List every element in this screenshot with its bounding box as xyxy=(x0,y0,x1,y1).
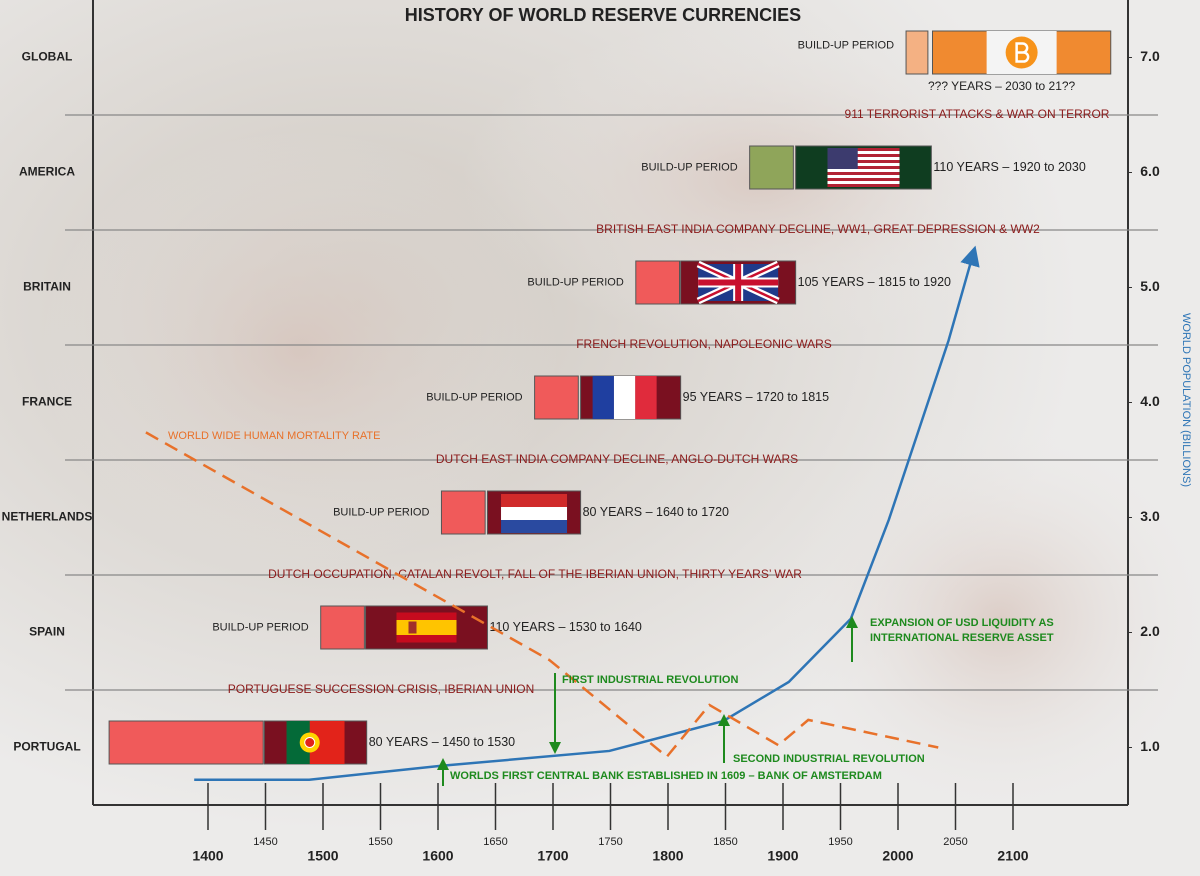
event-label: PORTUGUESE SUCCESSION CRISIS, IBERIAN UN… xyxy=(228,682,535,696)
y2-tick-label: 4.0 xyxy=(1140,393,1160,409)
flag-stripe xyxy=(827,175,900,178)
row-label: PORTUGAL xyxy=(13,740,80,754)
x-tick-label: 2000 xyxy=(882,848,913,864)
event-label: BRITISH EAST INDIA COMPANY DECLINE, WW1,… xyxy=(596,222,1040,236)
x-tick-label: 1500 xyxy=(307,848,338,864)
row-label: FRANCE xyxy=(22,395,72,409)
flag-stripe xyxy=(592,376,614,419)
buildup-bar xyxy=(534,375,579,420)
x-tick-label: 1600 xyxy=(422,848,453,864)
flag-stripe xyxy=(827,148,900,151)
row-label: SPAIN xyxy=(29,625,65,639)
population-line xyxy=(194,245,980,781)
annotation: INTERNATIONAL RESERVE ASSET xyxy=(870,632,1054,644)
flag-stripe xyxy=(613,376,636,419)
x-tick-label: 2100 xyxy=(997,848,1028,864)
x-tick-label: 1900 xyxy=(767,848,798,864)
row-label: AMERICA xyxy=(19,165,75,179)
y2-tick-label: 3.0 xyxy=(1140,508,1160,524)
x-tick-label: 1700 xyxy=(537,848,568,864)
annotation: EXPANSION OF USD LIQUIDITY AS xyxy=(870,617,1054,629)
y2-tick-label: 1.0 xyxy=(1140,738,1160,754)
x-tick-label: 1550 xyxy=(368,836,392,848)
flag-stripe xyxy=(827,160,900,163)
flag-field xyxy=(286,721,310,764)
buildup-label: BUILD-UP PERIOD xyxy=(333,506,429,518)
reign-label: ??? YEARS – 2030 to 21?? xyxy=(928,79,1076,93)
flag-stripe xyxy=(635,376,657,419)
buildup-label: BUILD-UP PERIOD xyxy=(212,621,308,633)
x-tick-label: 1650 xyxy=(483,836,507,848)
buildup-bar xyxy=(108,720,264,765)
y2-tick-label: 2.0 xyxy=(1140,623,1160,639)
x-tick-label: 1950 xyxy=(828,836,852,848)
flag-stripe xyxy=(827,151,900,154)
event-label: FRENCH REVOLUTION, NAPOLEONIC WARS xyxy=(576,337,832,351)
flag-stripe xyxy=(827,163,900,166)
reign-label: 110 YEARS – 1920 to 2030 xyxy=(933,160,1085,174)
flag-stripe xyxy=(827,166,900,169)
chart-title: HISTORY OF WORLD RESERVE CURRENCIES xyxy=(405,5,801,25)
flag-stripe xyxy=(827,157,900,160)
buildup-bar xyxy=(905,30,929,75)
x-tick-label: 1850 xyxy=(713,836,737,848)
buildup-label: BUILD-UP PERIOD xyxy=(641,161,737,173)
x-tick-label: 2050 xyxy=(943,836,967,848)
flag-stripe xyxy=(827,184,900,187)
buildup-bar xyxy=(749,145,794,190)
reign-label: 80 YEARS – 1640 to 1720 xyxy=(583,505,729,519)
flag-stripe xyxy=(827,181,900,184)
event-label: DUTCH OCCUPATION, CATALAN REVOLT, FALL O… xyxy=(268,567,802,581)
reign-label: 95 YEARS – 1720 to 1815 xyxy=(683,390,829,404)
flag-cross xyxy=(698,264,779,301)
row-label: NETHERLANDS xyxy=(2,510,93,524)
flag-stripe xyxy=(501,507,568,520)
y2-tick-label: 7.0 xyxy=(1140,48,1160,64)
event-label: DUTCH EAST INDIA COMPANY DECLINE, ANGLO-… xyxy=(436,452,798,466)
event-label: 911 TERRORIST ATTACKS & WAR ON TERROR xyxy=(845,107,1110,121)
flag-stripe xyxy=(827,154,900,157)
row-label: BRITAIN xyxy=(23,280,71,294)
flag-stripe xyxy=(501,494,568,507)
background-blot xyxy=(780,420,1200,820)
flag-stripe xyxy=(501,520,568,533)
buildup-bar xyxy=(440,490,486,535)
reign-label: 80 YEARS – 1450 to 1530 xyxy=(369,735,515,749)
row-label: GLOBAL xyxy=(22,50,73,64)
flag-emblem xyxy=(408,621,417,634)
y2-axis-label: WORLD POPULATION (BILLIONS) xyxy=(1180,313,1192,487)
series-label: WORLD WIDE HUMAN MORTALITY RATE xyxy=(168,430,380,442)
x-tick-label: 1450 xyxy=(253,836,277,848)
flag-stripe xyxy=(827,178,900,181)
reign-label: 105 YEARS – 1815 to 1920 xyxy=(798,275,951,289)
buildup-label: BUILD-UP PERIOD xyxy=(527,276,623,288)
buildup-label: BUILD-UP PERIOD xyxy=(426,391,522,403)
x-tick-label: 1800 xyxy=(652,848,683,864)
y2-tick-label: 5.0 xyxy=(1140,278,1160,294)
plot: 1400 1450 1500 1550 1600 1650 1700 1750 1800 1850… xyxy=(2,0,1192,864)
flag-canton xyxy=(827,148,858,169)
annotation: SECOND INDUSTRIAL REVOLUTION xyxy=(733,753,925,765)
mortality-line xyxy=(145,431,939,759)
flag-emblem xyxy=(304,737,316,748)
x-tick-label: 1400 xyxy=(192,848,223,864)
flag-stripe xyxy=(827,172,900,175)
buildup-bar xyxy=(635,260,680,305)
buildup-bar xyxy=(320,605,365,650)
y2-tick-label: 6.0 xyxy=(1140,163,1160,179)
coin-symbol xyxy=(1015,42,1030,63)
flag-stripe xyxy=(396,620,457,635)
x-tick-label: 1750 xyxy=(598,836,622,848)
flag-stripe xyxy=(827,169,900,172)
buildup-label: BUILD-UP PERIOD xyxy=(798,39,894,51)
annotation: FIRST INDUSTRIAL REVOLUTION xyxy=(562,674,738,686)
annotation: WORLDS FIRST CENTRAL BANK ESTABLISHED IN… xyxy=(450,770,882,782)
reign-label: 110 YEARS – 1530 to 1640 xyxy=(489,620,641,634)
